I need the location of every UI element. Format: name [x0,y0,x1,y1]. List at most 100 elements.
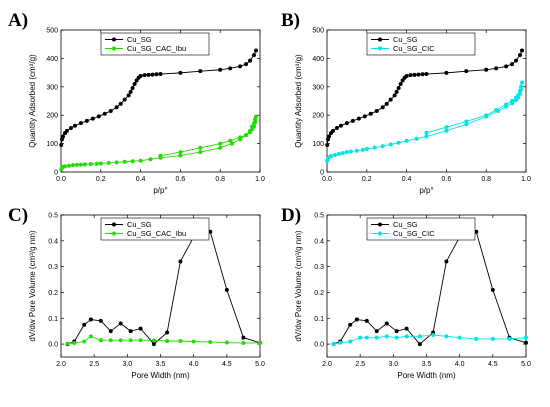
data-point [88,334,93,339]
data-point [138,338,143,343]
data-point [332,152,337,157]
y-tick-label: 300 [46,84,58,91]
data-point [150,72,155,77]
plot-frame [326,29,527,173]
data-point [484,67,489,72]
data-point [134,78,139,83]
y-tick-label: 300 [312,84,324,91]
data-point [84,118,89,123]
data-point [344,150,349,155]
data-point [404,74,409,79]
data-point [490,287,495,292]
data-point [348,149,353,154]
legend-label: Cu_SG_CIC [393,229,435,238]
data-point [356,116,361,121]
data-point [252,52,257,57]
data-point [108,338,113,343]
data-point [108,108,113,113]
data-point [504,64,509,69]
x-tick-label: 3.5 [422,361,432,368]
y-tick-label: 0.0 [314,342,324,349]
legend-swatch-marker [112,46,116,51]
y-tick-label: 0.1 [48,316,58,323]
data-point [330,128,335,133]
data-point [392,93,397,98]
y-axis-label: Quantity Adsorbed (cm³/g) [28,54,37,148]
data-point [244,133,249,138]
data-point [519,84,524,89]
data-point [78,162,83,167]
data-point [414,136,419,141]
data-point [484,113,489,118]
data-point [254,48,259,53]
x-axis-label: Pore Width (nm) [397,371,456,380]
legend-label: Cu_SG [393,35,418,44]
data-point [416,72,421,77]
y-tick-label: 0.4 [314,238,324,245]
data-point [444,125,449,130]
data-point [336,151,341,156]
data-point [412,72,417,77]
data-point [82,322,87,327]
data-point [82,162,87,167]
x-axis-label: p/p° [419,186,433,195]
data-point [238,135,243,140]
data-point [258,340,262,345]
data-point [253,120,258,125]
data-point [364,318,369,323]
data-point [464,69,469,74]
data-point [98,318,103,323]
data-point [130,159,135,164]
data-point [420,72,425,77]
data-point [128,89,133,94]
data-point [118,321,123,326]
data-point [65,341,70,346]
data-point [118,101,123,106]
data-point [424,134,429,139]
x-tick-label: 0.2 [362,176,372,183]
x-tick-label: 0.4 [136,176,146,183]
data-point [138,74,143,79]
series-line-2 [60,116,257,170]
data-point [108,329,113,334]
legend-label: Cu_SG_CAC_Ibu [127,229,186,238]
y-tick-label: 0 [54,170,58,177]
data-point [60,134,65,139]
x-tick-label: 5.0 [255,361,265,368]
data-point [394,335,399,340]
data-point [504,102,509,107]
series-line-1 [67,231,261,345]
data-point [238,64,243,69]
data-point [444,334,449,339]
data-point [78,121,83,126]
x-tick-label: 1.0 [255,176,265,183]
legend-swatch-marker [112,222,116,227]
data-point [400,78,405,83]
data-point [424,72,429,77]
x-tick-label: 2.5 [355,361,365,368]
chart-panel-1: A) 0.0 0.2 0.4 0.6 0.8 1.0 0 100 200 300 400 500 p/p°… [8,10,265,195]
data-point [348,339,353,344]
data-point [138,158,143,163]
data-point [384,334,389,339]
data-point [82,339,87,344]
x-tick-label: 2.5 [89,361,99,368]
x-tick-label: 0.8 [215,176,225,183]
data-point [224,287,229,292]
data-point [250,127,255,132]
data-point [252,124,257,129]
x-tick-label: 3.5 [156,361,166,368]
data-point [118,338,123,343]
data-point [374,108,379,113]
data-point [191,339,196,344]
y-tick-label: 0.0 [48,342,58,349]
panel-label: A) [8,10,28,31]
data-point [338,123,343,128]
y-axis-label: dV/dw Pore Volume (cm³/g nm) [28,230,37,341]
data-point [98,338,103,343]
data-point [158,153,163,158]
x-tick-label: 0.0 [56,176,66,183]
data-point [524,335,528,340]
x-tick-label: 4.5 [488,361,498,368]
data-point [444,128,449,133]
